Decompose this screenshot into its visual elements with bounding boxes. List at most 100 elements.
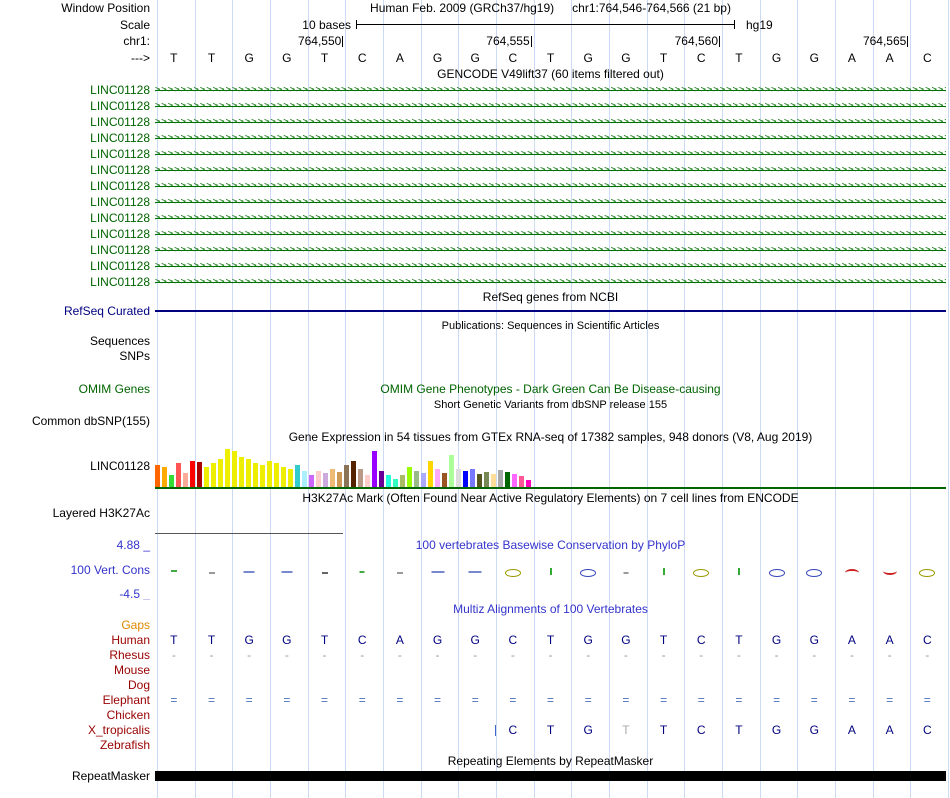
gencode-track-title[interactable]: GENCODE V49lift37 (60 items filtered out…	[437, 67, 664, 81]
gtex-tissue-bar[interactable]	[337, 472, 342, 487]
transcript-arrow-line[interactable]: >>>>>>>>>>>>>>>>>>>>>>>>>>>>>>>>>>>>>>>>…	[155, 226, 946, 242]
gtex-tissue-bar[interactable]	[344, 465, 349, 487]
gencode-gene-label[interactable]: LINC01128	[90, 99, 150, 113]
transcript-arrow-line[interactable]: >>>>>>>>>>>>>>>>>>>>>>>>>>>>>>>>>>>>>>>>…	[155, 194, 946, 210]
species-label[interactable]: Mouse	[113, 663, 150, 677]
gtex-tissue-bar[interactable]	[477, 474, 482, 487]
gtex-tissue-bar[interactable]	[491, 474, 496, 487]
repeat-element-bar[interactable]	[155, 771, 946, 781]
gtex-tissue-bar[interactable]	[316, 471, 321, 487]
transcript-arrow-line[interactable]: >>>>>>>>>>>>>>>>>>>>>>>>>>>>>>>>>>>>>>>>…	[155, 258, 946, 274]
gtex-tissue-bar[interactable]	[274, 463, 279, 487]
gtex-tissue-bar[interactable]	[246, 459, 251, 487]
gtex-tissue-bar[interactable]	[225, 449, 230, 487]
gtex-tissue-bar[interactable]	[393, 479, 398, 487]
transcript-arrow-line[interactable]: >>>>>>>>>>>>>>>>>>>>>>>>>>>>>>>>>>>>>>>>…	[155, 162, 946, 178]
gtex-tissue-bar[interactable]	[197, 462, 202, 487]
gtex-tissue-bar[interactable]	[323, 473, 328, 487]
gtex-tissue-bar[interactable]	[358, 469, 363, 487]
gtex-tissue-bar[interactable]	[176, 463, 181, 487]
gtex-tissue-bar[interactable]	[232, 451, 237, 487]
transcript-arrow-line[interactable]: >>>>>>>>>>>>>>>>>>>>>>>>>>>>>>>>>>>>>>>>…	[155, 98, 946, 114]
gencode-gene-label[interactable]: LINC01128	[90, 227, 150, 241]
gtex-tissue-bar[interactable]	[365, 475, 370, 487]
species-label[interactable]: Human	[111, 633, 150, 647]
gtex-tissue-bar[interactable]	[400, 475, 405, 487]
gencode-gene-label[interactable]: LINC01128	[90, 163, 150, 177]
transcript-arrow-line[interactable]: >>>>>>>>>>>>>>>>>>>>>>>>>>>>>>>>>>>>>>>>…	[155, 114, 946, 130]
gtex-tissue-bar[interactable]	[239, 457, 244, 487]
gtex-tissue-bar[interactable]	[414, 471, 419, 487]
gencode-gene-label[interactable]: LINC01128	[90, 259, 150, 273]
dbsnp-track-title[interactable]: Short Genetic Variants from dbSNP releas…	[433, 399, 668, 411]
species-label[interactable]: Chicken	[106, 708, 150, 722]
gtex-tissue-bar[interactable]	[519, 476, 524, 487]
refseq-curated-label[interactable]: RefSeq Curated	[63, 304, 150, 318]
gtex-tissue-bar[interactable]	[407, 467, 412, 487]
species-label[interactable]: Rhesus	[109, 648, 150, 662]
gtex-tissue-bar[interactable]	[484, 472, 489, 487]
gtex-tissue-bar[interactable]	[183, 473, 188, 487]
species-label[interactable]: Elephant	[102, 693, 150, 707]
gene-model-line[interactable]	[155, 487, 946, 489]
transcript-arrow-line[interactable]: >>>>>>>>>>>>>>>>>>>>>>>>>>>>>>>>>>>>>>>>…	[155, 274, 946, 290]
gtex-tissue-bar[interactable]	[281, 467, 286, 487]
gtex-tissue-bar[interactable]	[204, 467, 209, 487]
omim-genes-label[interactable]: OMIM Genes	[78, 382, 150, 396]
gtex-tissue-bar[interactable]	[386, 475, 391, 487]
gtex-tissue-bar[interactable]	[211, 463, 216, 487]
gtex-tissue-bar[interactable]	[253, 463, 258, 487]
transcript-arrow-line[interactable]: >>>>>>>>>>>>>>>>>>>>>>>>>>>>>>>>>>>>>>>>…	[155, 130, 946, 146]
sequences-label[interactable]: Sequences	[89, 334, 150, 348]
gencode-gene-label[interactable]: LINC01128	[90, 211, 150, 225]
gtex-tissue-bar[interactable]	[190, 461, 195, 487]
gtex-gene-label[interactable]: LINC01128	[90, 459, 150, 473]
gtex-tissue-bar[interactable]	[155, 465, 160, 487]
gtex-tissue-bar[interactable]	[169, 475, 174, 487]
multiz-track-title[interactable]: Multiz Alignments of 100 Vertebrates	[453, 602, 648, 616]
gtex-tissue-bar[interactable]	[428, 461, 433, 487]
gtex-tissue-bar[interactable]	[267, 461, 272, 487]
h3k27ac-label[interactable]: Layered H3K27Ac	[52, 506, 150, 520]
refseq-track-title[interactable]: RefSeq genes from NCBI	[482, 290, 619, 304]
phylop-track-title[interactable]: 100 vertebrates Basewise Conservation by…	[415, 538, 686, 552]
gencode-gene-label[interactable]: LINC01128	[90, 115, 150, 129]
gtex-tissue-bar[interactable]	[309, 475, 314, 487]
repeatmasker-track-title[interactable]: Repeating Elements by RepeatMasker	[447, 754, 654, 768]
repeatmasker-label[interactable]: RepeatMasker	[71, 769, 150, 783]
transcript-arrow-line[interactable]: >>>>>>>>>>>>>>>>>>>>>>>>>>>>>>>>>>>>>>>>…	[155, 82, 946, 98]
gtex-track-title[interactable]: Gene Expression in 54 tissues from GTEx …	[288, 430, 813, 444]
gtex-tissue-bar[interactable]	[162, 467, 167, 487]
gtex-tissue-bar[interactable]	[449, 455, 454, 487]
gtex-tissue-bar[interactable]	[498, 470, 503, 487]
gtex-tissue-bar[interactable]	[470, 469, 475, 487]
species-label[interactable]: Zebrafish	[99, 738, 150, 752]
transcript-arrow-line[interactable]: >>>>>>>>>>>>>>>>>>>>>>>>>>>>>>>>>>>>>>>>…	[155, 242, 946, 258]
refseq-gene-line[interactable]	[155, 310, 946, 312]
gtex-tissue-bar[interactable]	[288, 469, 293, 487]
omim-track-title[interactable]: OMIM Gene Phenotypes - Dark Green Can Be…	[380, 382, 721, 396]
h3k27ac-track-title[interactable]: H3K27Ac Mark (Often Found Near Active Re…	[302, 491, 799, 505]
gtex-tissue-bar[interactable]	[260, 465, 265, 487]
publications-track-title[interactable]: Publications: Sequences in Scientific Ar…	[441, 320, 660, 332]
gtex-tissue-bar[interactable]	[512, 474, 517, 487]
species-label[interactable]: Dog	[127, 678, 150, 692]
gtex-tissue-bar[interactable]	[218, 459, 223, 487]
gencode-gene-label[interactable]: LINC01128	[90, 83, 150, 97]
gencode-gene-label[interactable]: LINC01128	[90, 275, 150, 289]
position-ruler[interactable]: 764,550 764,555 764,560 764,565	[155, 33, 946, 50]
transcript-arrow-line[interactable]: >>>>>>>>>>>>>>>>>>>>>>>>>>>>>>>>>>>>>>>>…	[155, 146, 946, 162]
gtex-tissue-bar[interactable]	[295, 465, 300, 487]
gtex-tissue-bar[interactable]	[526, 480, 531, 487]
species-label[interactable]: Gaps	[121, 618, 150, 632]
gencode-gene-label[interactable]: LINC01128	[90, 179, 150, 193]
gtex-tissue-bar[interactable]	[421, 473, 426, 487]
strand-arrow-label[interactable]: --->	[131, 51, 150, 65]
gtex-tissue-bar[interactable]	[302, 471, 307, 487]
gtex-tissue-bar[interactable]	[505, 472, 510, 487]
gtex-tissue-bar[interactable]	[372, 451, 377, 487]
gtex-tissue-bar[interactable]	[435, 469, 440, 487]
gencode-gene-label[interactable]: LINC01128	[90, 131, 150, 145]
gtex-tissue-bar[interactable]	[330, 469, 335, 487]
conservation-label[interactable]: 100 Vert. Cons	[70, 563, 150, 577]
